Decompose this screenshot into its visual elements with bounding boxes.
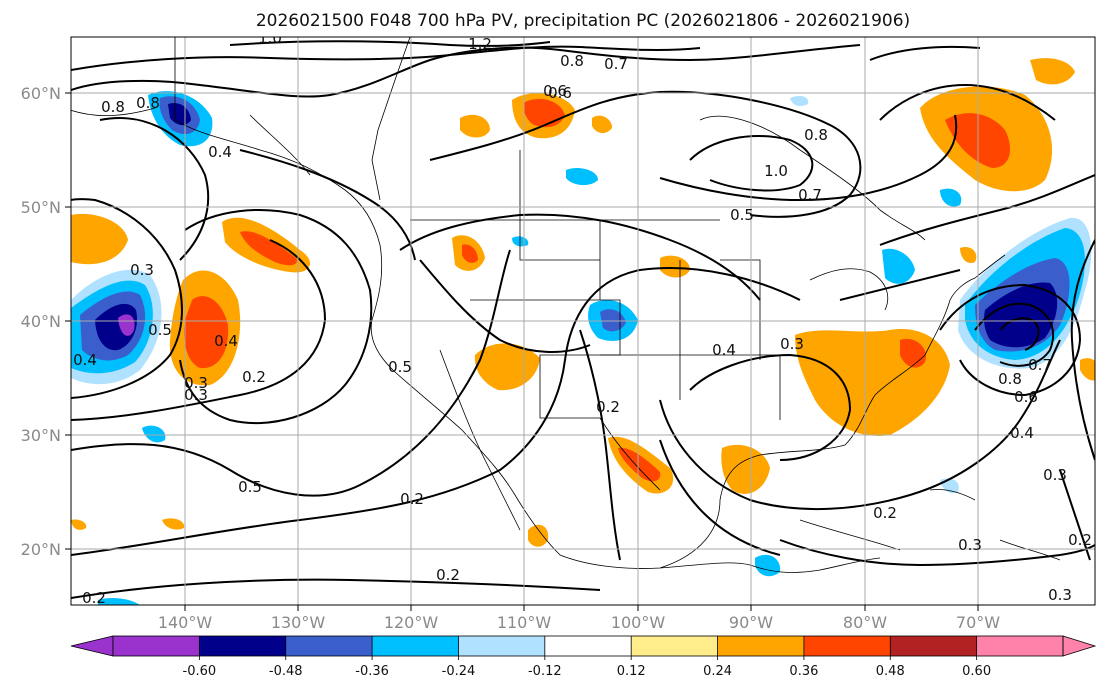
lat-label: 20°N [21,540,61,559]
contour-label: 0.4 [214,332,238,350]
contour-label: 0.2 [873,504,897,522]
graticule [71,37,1095,605]
contour-label: 0.4 [1010,424,1034,442]
colorbar-segment [717,636,805,656]
contour-label: 1.0 [764,162,788,180]
contour-label: 0.7 [604,55,628,73]
colorbar-tick-label: -0.60 [183,664,217,679]
colorbar-segment [890,636,978,656]
contour-label: 0.8 [560,52,584,70]
colorbar-tick-label: 0.12 [617,664,646,679]
contour-label: 1.0 [258,29,282,47]
contour-label: 0.3 [184,386,208,404]
colorbar-tick-label: -0.36 [355,664,389,679]
colorbar-segment [976,636,1064,656]
lon-label: 140°W [158,613,213,632]
colorbar-segment [631,636,719,656]
contour-label: 0.2 [242,368,266,386]
contour-label: 0.5 [730,206,754,224]
longitude-labels: 140°W 130°W 120°W 110°W 100°W 90°W 80°W 70°W [158,605,1000,632]
contour-label: 0.3 [1048,586,1072,604]
colorbar-extend-high [1062,635,1097,657]
colorbar-segment [544,636,632,656]
contour-label: 1.2 [468,35,492,53]
colorbar-tick-label: 0.60 [962,664,991,679]
contour-label: 0.8 [101,98,125,116]
contour-label: 0.4 [208,143,232,161]
contour-label: 0.8 [136,94,160,112]
map-area: 0.20.20.30.40.50.81.0 1.20.70.60.80.40.30… [71,29,1095,607]
lat-label: 60°N [21,84,61,103]
lat-label: 30°N [21,426,61,445]
contour-label: 0.2 [436,566,460,584]
lon-label: 130°W [271,613,326,632]
colorbar-tick-label: -0.48 [269,664,303,679]
contour-label: 0.2 [596,398,620,416]
colorbar-segment [372,636,459,656]
contour-label: 0.3 [1043,466,1067,484]
contour-label: 0.2 [82,589,106,607]
colorbar-segment [199,636,287,656]
contour-label: 0.3 [780,335,804,353]
contour-label: 0.6 [1014,388,1038,406]
contour-label: 0.7 [1028,356,1052,374]
contour-label: 0.2 [400,490,424,508]
lon-label: 120°W [384,613,439,632]
coastlines [71,37,1061,573]
colorbar: -0.60 -0.48 -0.36 -0.24 -0.12 0.12 0.24 0.36 0.4… [70,635,1097,679]
colorbar-segment [285,636,373,656]
plot-title: 2026021500 F048 700 hPa PV, precipitatio… [256,11,910,31]
lon-label: 110°W [497,613,552,632]
contour-label: 0.5 [148,321,172,339]
contour-label: 0.7 [798,186,822,204]
colorbar-tick-label: 0.48 [876,664,905,679]
lat-label: 40°N [21,312,61,331]
contour-label: 0.6 [548,84,572,102]
contour-labels: 0.20.20.30.40.50.81.0 1.20.70.60.80.40.30… [73,29,1092,607]
contour-label: 0.6 [543,82,567,100]
colorbar-extend-low [70,635,114,657]
contour-label: 0.5 [388,358,412,376]
lon-label: 90°W [729,613,773,632]
colorbar-tick-label: -0.24 [442,664,476,679]
contour-label: 0.4 [712,341,736,359]
colorbar-segment [113,636,200,656]
colorbar-segment [803,636,891,656]
contour-label: 0.3 [130,261,154,279]
colorbar-tick-label: -0.12 [528,664,562,679]
colorbar-tick-label: 0.36 [789,664,818,679]
lon-label: 100°W [611,613,666,632]
lat-label: 50°N [21,198,61,217]
contour-label: 0.2 [1068,531,1092,549]
colorbar-tick-label: 0.24 [703,664,732,679]
contour-label: 0.3 [958,536,982,554]
latitude-labels: 60°N 50°N 40°N 30°N 20°N [21,84,71,559]
contour-label: 0.8 [998,370,1022,388]
contour-label: 0.3 [184,374,208,392]
contour-label: 0.8 [804,126,828,144]
lon-label: 70°W [956,613,1000,632]
contour-label: 0.5 [238,478,262,496]
lon-label: 80°W [843,613,887,632]
contour-label: 0.4 [73,351,97,369]
colorbar-segment [458,636,546,656]
